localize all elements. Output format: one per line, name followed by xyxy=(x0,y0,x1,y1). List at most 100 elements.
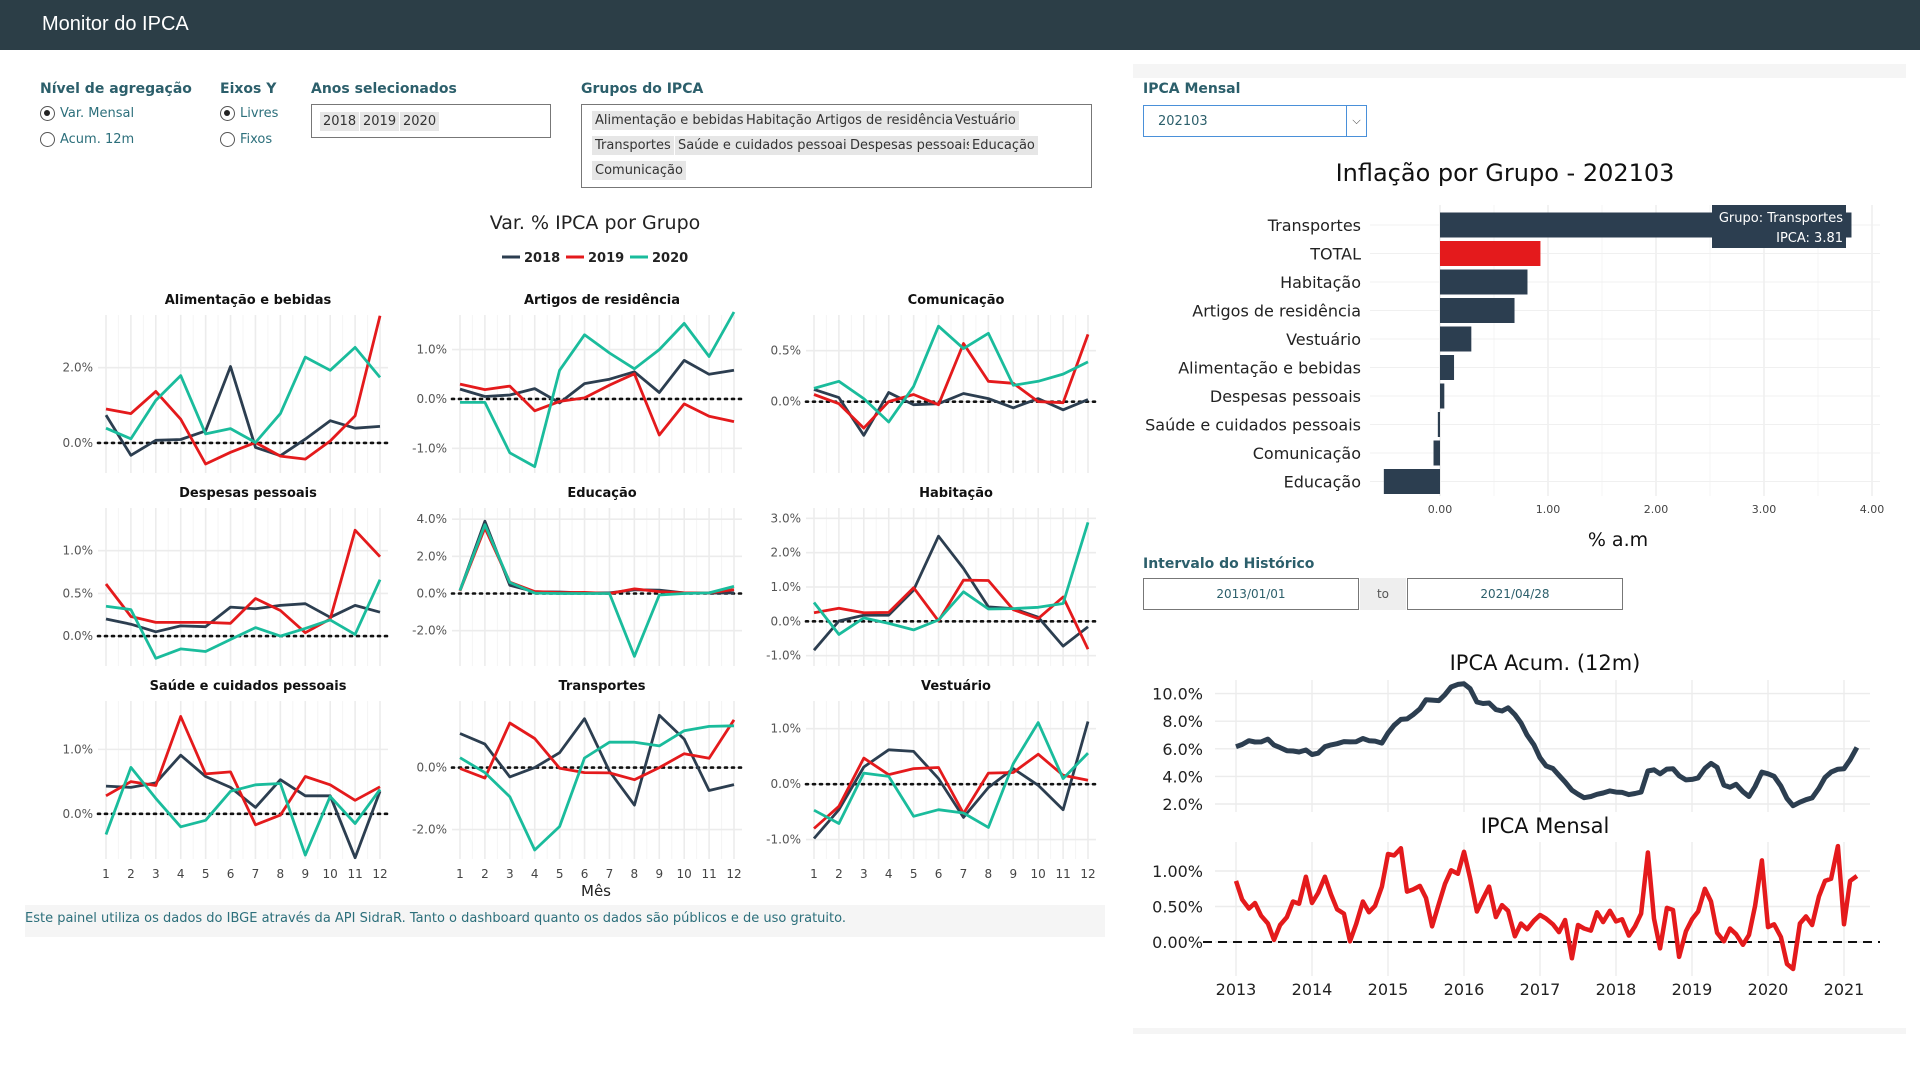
y-tick-label: 1.0% xyxy=(63,742,94,756)
x-tick-label: 8 xyxy=(631,867,639,881)
x-tick-label: 2020 xyxy=(1748,980,1789,999)
chip-2019[interactable]: 2019 xyxy=(360,112,400,131)
ipca-mensal-value: 202103 xyxy=(1158,114,1208,129)
series-line-2020 xyxy=(458,523,735,658)
series-line-2019 xyxy=(813,752,1089,830)
x-tick-label: 1 xyxy=(456,867,464,881)
facet-title: Var. % IPCA por Grupo xyxy=(490,212,701,234)
chip-2020[interactable]: 2020 xyxy=(400,112,440,131)
x-tick-label: 5 xyxy=(556,867,564,881)
x-tick-label: 8 xyxy=(277,867,285,881)
grupos-select[interactable]: Alimentação e bebidas Habitação Artigos … xyxy=(581,104,1092,188)
radio-label: Livres xyxy=(240,106,279,121)
radio-label: Acum. 12m xyxy=(60,132,135,147)
y-tick-label: -1.0% xyxy=(766,649,801,663)
x-tick-label: 2017 xyxy=(1520,980,1561,999)
navbar: Monitor do IPCA xyxy=(0,0,1920,50)
x-tick-label: 2018 xyxy=(1596,980,1637,999)
series-line-2020 xyxy=(813,721,1090,829)
x-tick-label: 4.00 xyxy=(1860,503,1885,516)
category-label: Habitação xyxy=(1280,273,1361,292)
series-line-2018 xyxy=(104,365,381,458)
radio-dot xyxy=(40,132,55,147)
x-tick-label: 2019 xyxy=(1672,980,1713,999)
chip-despesas[interactable]: Despesas pessoais xyxy=(847,136,976,155)
panel-title: Saúde e cuidados pessoais xyxy=(150,679,347,694)
chevron-down-icon[interactable]: ⌵ xyxy=(1346,106,1366,136)
x-tick-label: 10 xyxy=(677,867,692,881)
date-start-input[interactable]: 2013/01/01 xyxy=(1143,578,1359,610)
series-line-2020 xyxy=(104,766,382,857)
x-tick-label: 4 xyxy=(885,867,893,881)
acum-chart: IPCA Acum. (12m) 2.0% 4.0% 6.0% 8.0% 10.0% IPC… xyxy=(1152,651,1880,999)
eixos-label: Eixos Y xyxy=(220,81,277,97)
panel-title: Comunicação xyxy=(908,293,1005,308)
y-tick-label: 1.0% xyxy=(771,580,802,594)
series-line-2018 xyxy=(105,602,381,634)
facet-chart: Var. % IPCA por Grupo 2018 2019 2020 Aliment… xyxy=(63,212,1098,900)
y-tick-label: -2.0% xyxy=(412,823,447,837)
app-title: Monitor do IPCA xyxy=(42,13,189,35)
y-tick-label: 2.0% xyxy=(771,546,802,560)
bar-chart-title: Inflação por Grupo - 202103 xyxy=(1336,159,1675,187)
radio-livres[interactable]: Livres xyxy=(220,106,278,121)
date-end-input[interactable]: 2021/04/28 xyxy=(1407,578,1623,610)
ipca-mensal-select[interactable]: 202103 ⌵ xyxy=(1143,105,1367,137)
category-label: Transportes xyxy=(1267,216,1361,235)
radio-dot xyxy=(40,106,55,121)
y-tick-label: 3.0% xyxy=(771,511,802,525)
chip-comunicacao[interactable]: Comunicação xyxy=(592,161,686,180)
y-tick-label: 0.00% xyxy=(1152,933,1203,952)
x-tick-label: 2.00 xyxy=(1644,503,1669,516)
bar-Habitação xyxy=(1440,269,1528,295)
y-tick-label: 1.00% xyxy=(1152,862,1203,881)
date-range-separator: to xyxy=(1360,578,1406,610)
series-line-2019 xyxy=(105,315,382,466)
radio-label: Fixos xyxy=(240,132,273,147)
x-tick-label: 12 xyxy=(726,867,741,881)
chip-educacao[interactable]: Educação xyxy=(969,136,1038,155)
category-label: Educação xyxy=(1284,473,1361,492)
nivel-label: Nível de agregação xyxy=(40,81,192,97)
radio-fixos[interactable]: Fixos xyxy=(220,132,272,147)
panel-title: Alimentação e bebidas xyxy=(165,293,332,308)
chip-transportes[interactable]: Transportes xyxy=(592,136,674,155)
y-tick-label: 0.0% xyxy=(63,807,94,821)
y-tick-label: 0.0% xyxy=(771,777,802,791)
x-tick-label: 7 xyxy=(960,867,968,881)
chip-saude[interactable]: Saúde e cuidados pessoais xyxy=(675,136,857,155)
x-tick-label: 8 xyxy=(985,867,993,881)
x-tick-label: 6 xyxy=(227,867,235,881)
panel-title: Artigos de residência xyxy=(524,293,680,308)
chip-vestuario[interactable]: Vestuário xyxy=(952,111,1019,130)
series-line-2018 xyxy=(812,534,1089,652)
x-tick-label: 9 xyxy=(301,867,309,881)
chip-2018[interactable]: 2018 xyxy=(320,112,360,131)
x-tick-label: 2 xyxy=(835,867,843,881)
x-tick-label: 5 xyxy=(910,867,918,881)
x-tick-label: 4 xyxy=(177,867,185,881)
radio-var-mensal[interactable]: Var. Mensal xyxy=(40,106,134,121)
ipca-mensal-label: IPCA Mensal xyxy=(1143,81,1241,97)
series-line-2018 xyxy=(459,713,735,807)
x-tick-label: 6 xyxy=(581,867,589,881)
panel-title: Educação xyxy=(567,486,636,501)
bar-Educação xyxy=(1383,469,1440,494)
chip-habitacao[interactable]: Habitação xyxy=(743,111,815,130)
chip-alimentacao[interactable]: Alimentação e bebidas xyxy=(592,111,747,130)
series-line-2020 xyxy=(459,724,735,852)
chip-artigos[interactable]: Artigos de residência xyxy=(813,111,957,130)
mensal-title: IPCA Mensal xyxy=(1481,814,1610,838)
x-tick-label: 9 xyxy=(1009,867,1017,881)
footer-note: Este painel utiliza os dados do IBGE atr… xyxy=(25,905,1105,937)
anos-select[interactable]: 2018 2019 2020 xyxy=(311,104,551,138)
radio-acum-12m[interactable]: Acum. 12m xyxy=(40,132,134,147)
y-tick-label: 0.0% xyxy=(417,392,448,406)
x-tick-label: 1 xyxy=(102,867,110,881)
series-line-2019 xyxy=(813,578,1090,650)
y-tick-label: 0.0% xyxy=(771,614,802,628)
x-tick-label: 11 xyxy=(347,867,362,881)
radio-dot xyxy=(220,106,235,121)
series-line-2020 xyxy=(460,311,736,469)
x-axis-title: % a.m xyxy=(1588,529,1648,551)
